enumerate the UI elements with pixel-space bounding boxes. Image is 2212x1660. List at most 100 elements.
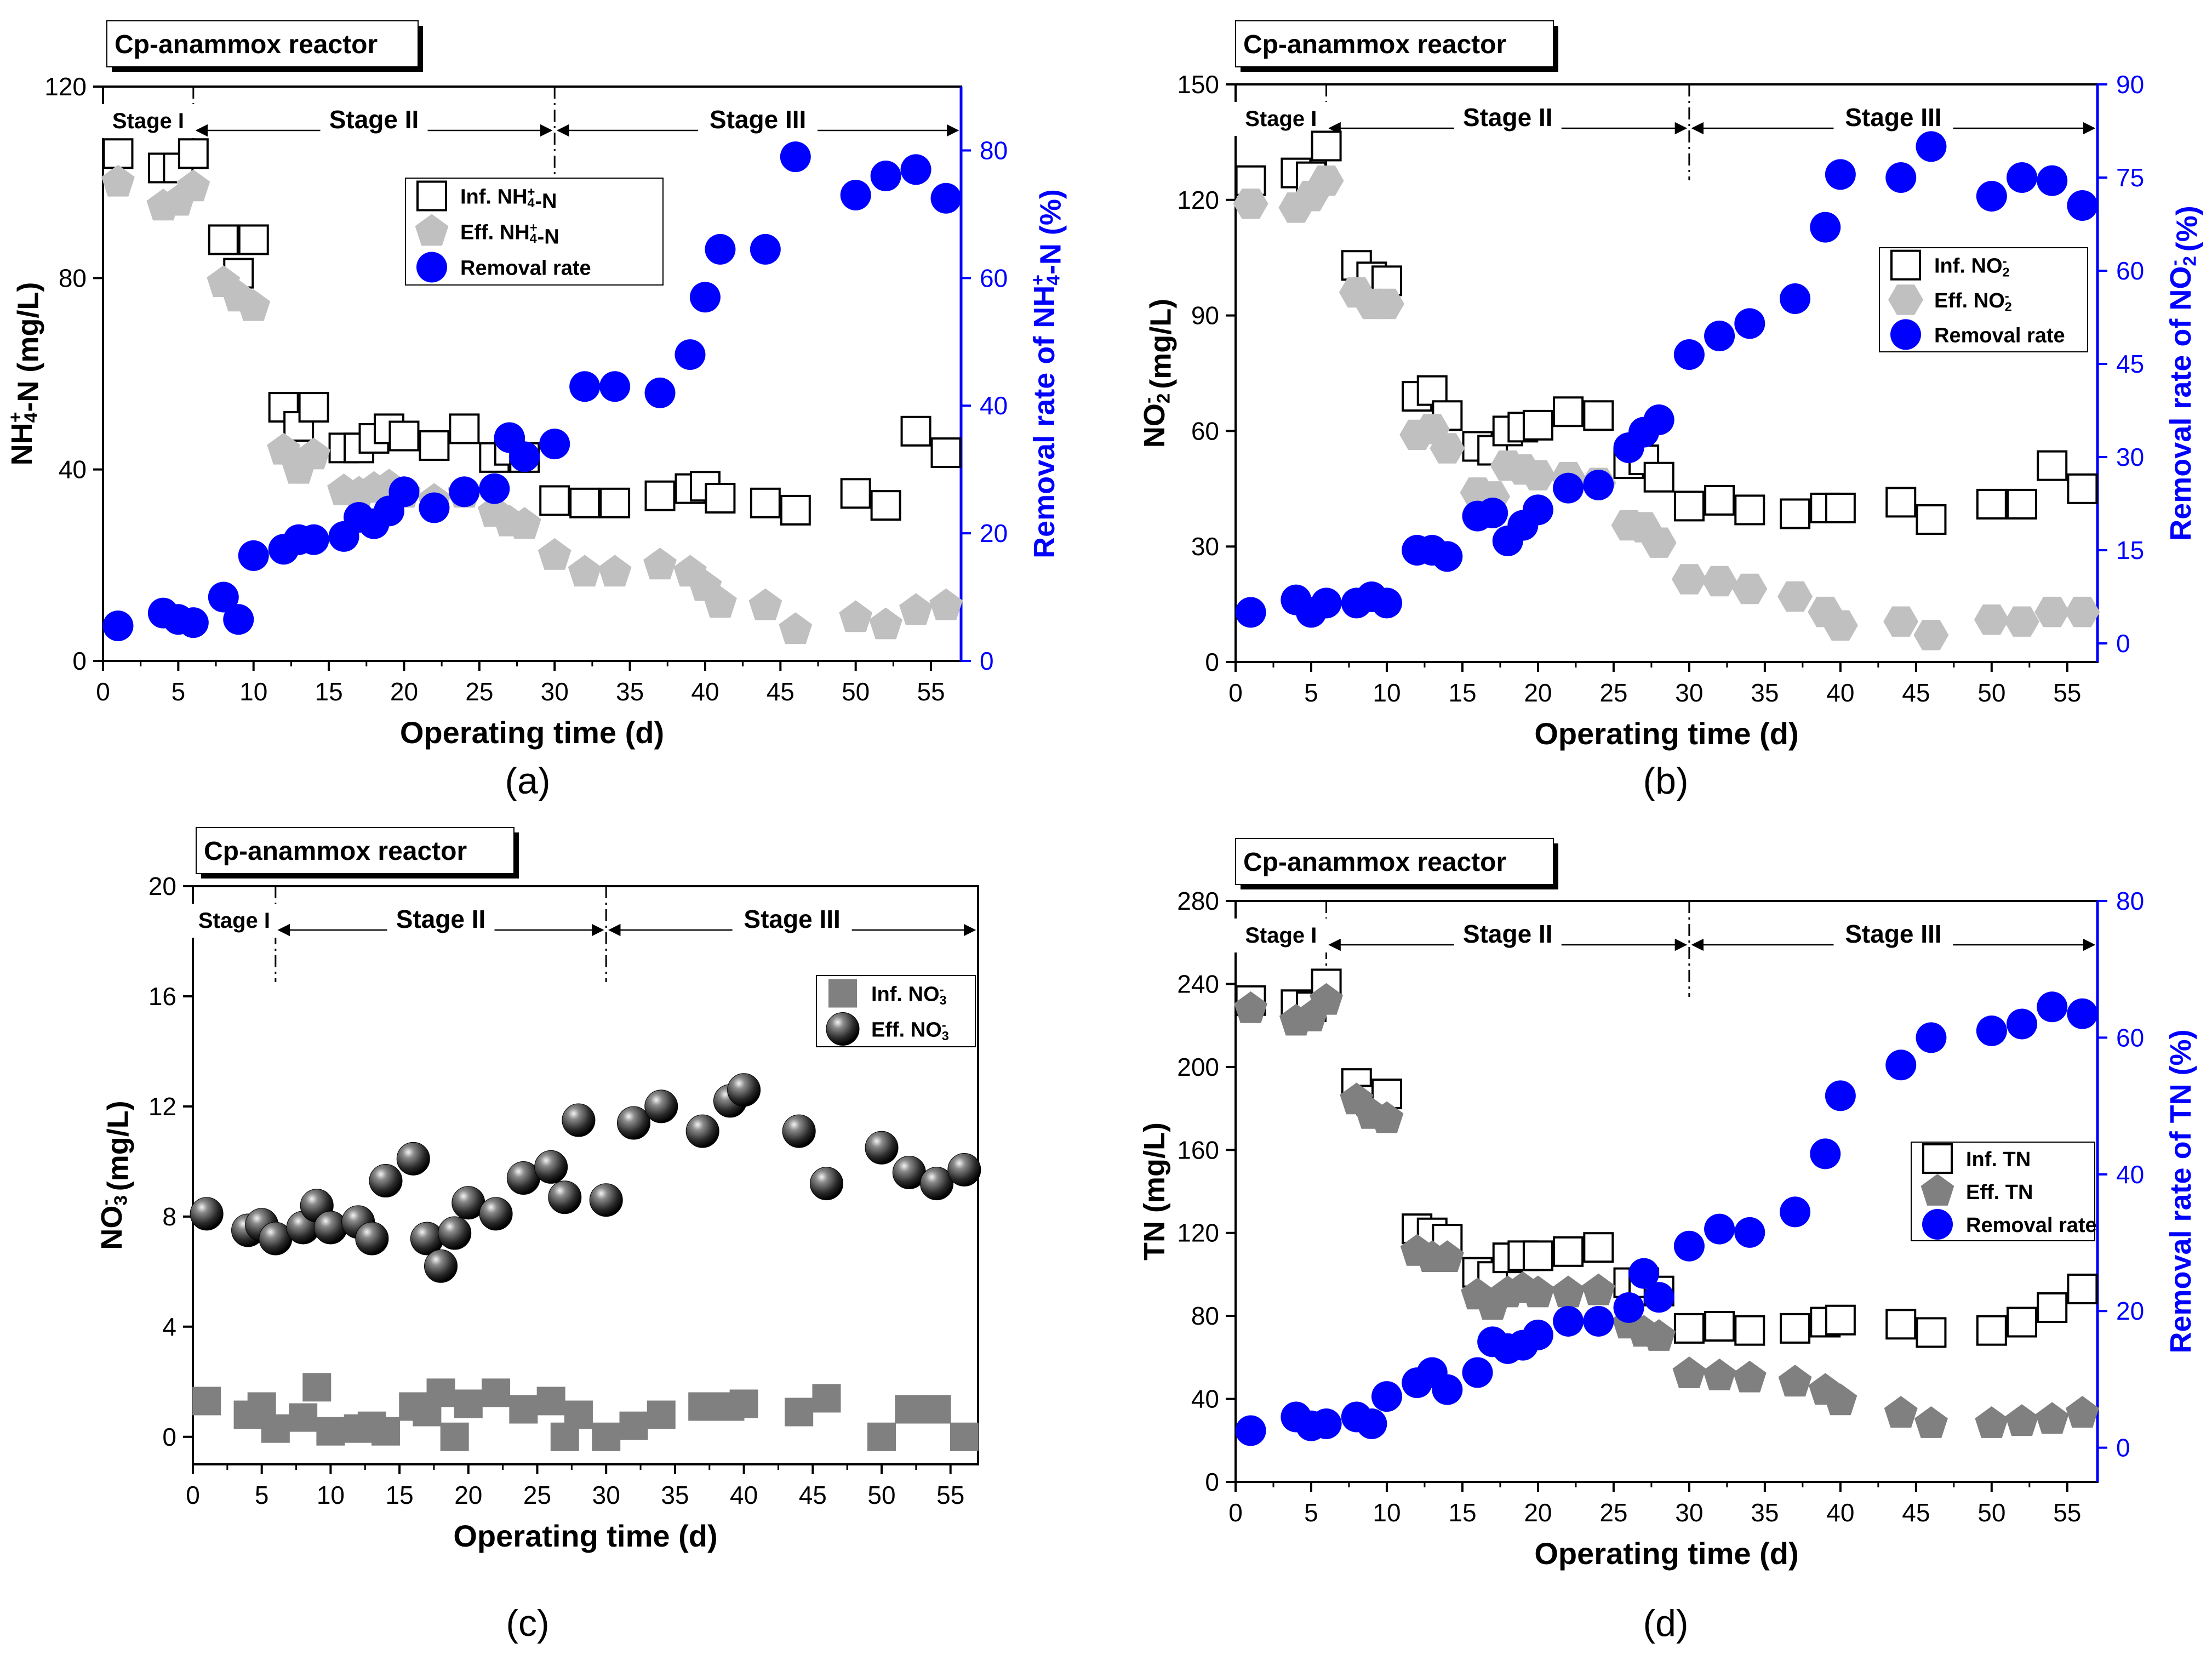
x-tick-label: 15 (1448, 678, 1476, 707)
y-tick-label: 60 (1191, 417, 1219, 445)
x-tick-label: 55 (936, 1481, 964, 1509)
data-point (870, 161, 901, 192)
data-point (1885, 487, 1917, 518)
chart-title: Cp-anammox reactor (115, 30, 378, 59)
chart-title: Cp-anammox reactor (1243, 848, 1506, 877)
x-axis-label: Operating time (d) (453, 1519, 717, 1553)
data-point (2066, 1396, 2099, 1428)
data-point (900, 154, 931, 185)
data-point (840, 179, 871, 210)
data-point (2037, 1292, 2068, 1323)
x-tick-label: 10 (1373, 1498, 1401, 1527)
y-tick-label: 240 (1177, 969, 1219, 998)
legend-label: Eff. TN (1966, 1181, 2033, 1204)
data-point (750, 487, 781, 518)
y-tick-label: 80 (59, 264, 87, 292)
title-box (106, 20, 419, 67)
data-point (536, 1387, 565, 1416)
legend-label: Eff. NH4+​-N (460, 220, 559, 249)
data-point (1780, 283, 1811, 314)
y-tick-label: 120 (1177, 186, 1219, 214)
data-point (208, 224, 239, 255)
stage-label: Stage II (329, 105, 419, 134)
data-point (1734, 494, 1765, 526)
data-point (419, 492, 450, 523)
data-point (371, 1417, 400, 1446)
data-point (1704, 484, 1735, 516)
data-point (1521, 1275, 1555, 1308)
y-tick-label: 30 (1191, 532, 1219, 561)
x-tick-label: 50 (842, 677, 870, 706)
data-point (102, 138, 134, 169)
data-point (688, 1392, 717, 1421)
data-point (1356, 1408, 1387, 1439)
x-tick-label: 40 (730, 1481, 758, 1509)
data-point (1311, 130, 1342, 162)
x-tick-label: 15 (315, 677, 343, 706)
data-point (2037, 991, 2068, 1023)
x-tick-label: 15 (1448, 1498, 1476, 1527)
x-tick-label: 55 (2053, 1498, 2081, 1527)
data-point (569, 487, 601, 518)
legend-marker (1922, 1209, 1953, 1240)
legend-marker (1921, 1174, 1954, 1206)
stage-label: Stage II (396, 905, 486, 933)
data-point (190, 1197, 224, 1231)
data-point (1885, 162, 1917, 193)
y2-tick-label: 0 (980, 647, 994, 675)
x-tick-label: 15 (386, 1481, 414, 1509)
y2-tick-label: 20 (980, 519, 1008, 547)
data-point (1583, 400, 1614, 431)
y2-tick-label: 0 (2116, 629, 2130, 658)
data-point (1672, 1356, 1706, 1388)
data-point (261, 1414, 290, 1443)
data-point (388, 420, 420, 452)
data-point (454, 1389, 483, 1418)
data-point (426, 1378, 455, 1407)
chart-title: Cp-anammox reactor (1243, 30, 1506, 59)
y-tick-label: 280 (1177, 887, 1219, 915)
y-tick-label: 0 (1205, 648, 1219, 676)
data-point (238, 540, 269, 571)
y2-tick-label: 20 (2116, 1297, 2144, 1325)
data-point (1974, 604, 2009, 635)
data-point (930, 437, 962, 469)
data-point (1673, 1230, 1705, 1262)
data-point (1628, 1258, 1660, 1289)
data-point (178, 138, 209, 169)
data-point (1641, 527, 1677, 558)
data-point (809, 1167, 843, 1201)
data-point (1673, 490, 1705, 522)
x-tick-label: 35 (1751, 1498, 1779, 1527)
data-point (1704, 1213, 1735, 1245)
data-point (1462, 1357, 1493, 1388)
y-tick-label: 40 (59, 455, 87, 484)
data-point (1522, 494, 1553, 526)
y2-tick-label: 80 (980, 136, 1008, 164)
data-point (569, 371, 601, 402)
y2-tick-label: 15 (2116, 536, 2144, 564)
data-point (1976, 1015, 2007, 1046)
data-point (812, 1384, 841, 1413)
y-axis-label: TN (mg/L) (1138, 1122, 1171, 1260)
y2-tick-label: 60 (2116, 1023, 2144, 1052)
data-point (705, 233, 736, 265)
data-point (1673, 1313, 1705, 1344)
data-point (870, 490, 901, 521)
series-eff-no3- (190, 1073, 981, 1283)
data-point (237, 289, 271, 321)
x-tick-label: 0 (186, 1481, 200, 1509)
data-point (1643, 404, 1674, 435)
data-point (1825, 492, 1856, 523)
data-point (419, 430, 450, 461)
data-point (178, 607, 209, 638)
data-point (1371, 1381, 1402, 1412)
data-point (1370, 1101, 1404, 1133)
x-tick-label: 30 (541, 677, 569, 706)
x-axis-label: Operating time (d) (1534, 716, 1798, 751)
title-box (1235, 838, 1554, 885)
data-point (598, 555, 632, 587)
y2-tick-label: 40 (2116, 1160, 2144, 1189)
data-point (548, 1180, 582, 1214)
x-tick-label: 50 (867, 1481, 895, 1509)
